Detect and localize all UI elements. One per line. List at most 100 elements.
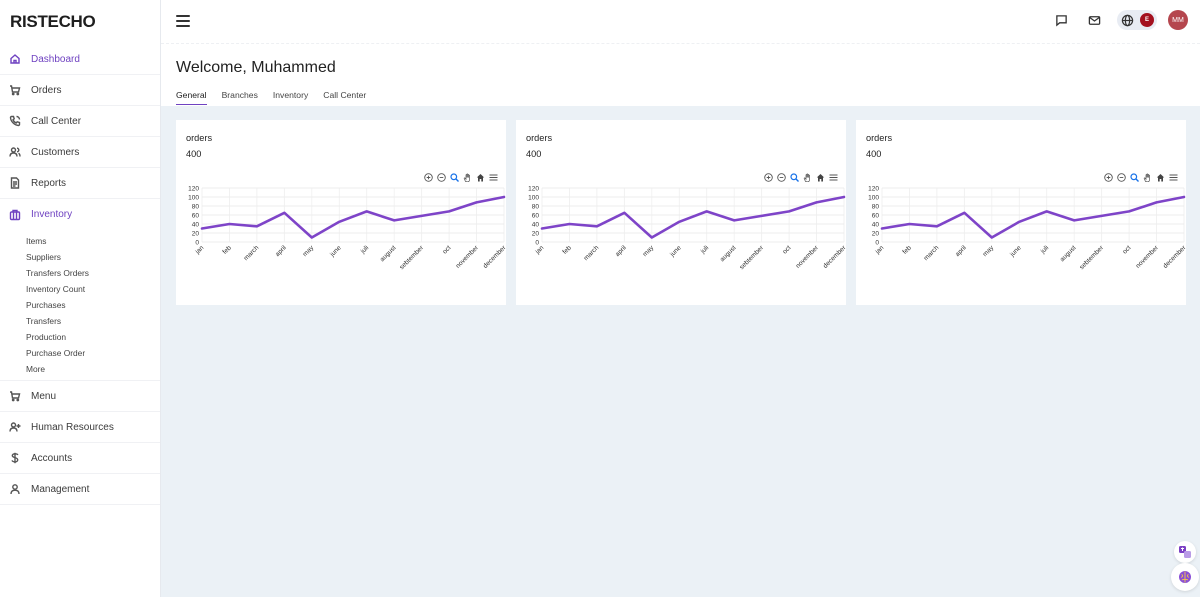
y-tick-label: 120 [528,185,539,192]
y-tick-label: 60 [872,212,880,219]
data-point [365,210,368,213]
x-tick-label: december [1162,244,1186,270]
pan-hand-icon[interactable] [461,172,474,183]
data-point [393,219,395,222]
tab-branches[interactable]: Branches [221,90,258,100]
y-tick-label: 100 [528,194,539,201]
data-point [843,196,845,198]
card-value: 400 [526,149,542,159]
submenu-item-transfers-orders[interactable]: Transfers Orders [26,268,89,278]
zoom-out-icon[interactable] [1115,172,1128,183]
data-point [420,215,423,217]
chat-icon[interactable] [1052,11,1070,29]
x-tick-label: august [1059,244,1078,263]
sidebar-item-label: Accounts [31,452,73,464]
sidebar-item-menu[interactable]: Menu [0,381,160,412]
y-tick-label: 120 [868,185,879,192]
sidebar-item-customers[interactable]: Customers [0,137,160,168]
submenu-item-more[interactable]: More [26,364,46,374]
brain-icon[interactable] [1171,563,1199,591]
pan-hand-icon[interactable] [1141,172,1154,183]
y-tick-label: 80 [532,203,540,210]
submenu-item-inventory-count[interactable]: Inventory Count [26,284,86,294]
card-value: 400 [186,149,202,159]
data-point [705,210,708,213]
x-tick-label: november [1135,244,1161,270]
data-point [963,211,966,214]
data-point [1018,220,1021,223]
card-title: orders [526,133,553,143]
zoom-in-icon[interactable] [1102,172,1115,183]
zoom-out-icon[interactable] [435,172,448,183]
x-tick-label: sebtember [738,244,765,271]
data-point [228,223,231,225]
sidebar-item-label: Management [31,483,90,495]
mail-icon[interactable] [1085,11,1103,29]
sidebar-item-label: Human Resources [31,421,114,433]
menu-icon[interactable] [487,172,500,183]
language-switcher[interactable]: E [1117,10,1157,30]
sidebar-item-reports[interactable]: Reports [0,168,160,199]
tab-inventory[interactable]: Inventory [272,90,309,100]
data-point [338,220,341,223]
user-avatar[interactable]: MM [1168,10,1188,30]
reset-home-icon[interactable] [474,172,487,183]
reset-home-icon[interactable] [814,172,827,183]
menu-icon[interactable] [827,172,840,183]
data-point [881,227,883,230]
zoom-out-icon[interactable] [775,172,788,183]
submenu-item-purchases[interactable]: Purchases [26,300,66,310]
y-tick-label: 100 [188,194,199,201]
sidebar-item-label: Menu [31,390,57,402]
x-tick-label: sebtember [398,244,425,271]
dashboard-main: orders 400 0 20 40 60 80 100 120 jan feb march april… [161,106,1200,597]
submenu-item-suppliers[interactable]: Suppliers [26,252,61,262]
data-point [815,201,818,204]
x-tick-label: may [982,244,996,258]
x-tick-label: march [923,244,941,262]
sidebar-item-label: Call Center [31,115,82,127]
x-tick-label: feb [222,244,234,256]
series-line [200,195,506,239]
magnifier-icon[interactable] [448,172,461,183]
sidebar-item-orders[interactable]: Orders [0,75,160,106]
data-point [1183,196,1185,198]
pan-hand-icon[interactable] [801,172,814,183]
brand-logo[interactable]: R ISTECHO [8,12,96,31]
zoom-in-icon[interactable] [762,172,775,183]
x-tick-label: august [379,244,398,263]
sidebar-item-dashboard[interactable]: Dashboard [0,44,160,75]
x-tick-label: november [455,244,481,270]
y-tick-label: 80 [192,203,200,210]
magnifier-icon[interactable] [788,172,801,183]
sidebar-item-management[interactable]: Management [0,474,160,505]
submenu-item-transfers[interactable]: Transfers [26,316,62,326]
translate-icon[interactable] [1174,541,1196,563]
submenu-item-items[interactable]: Items [26,236,47,246]
y-tick-label: 0 [535,239,539,246]
hamburger-menu-icon[interactable] [176,15,190,27]
sidebar-item-inventory[interactable]: Inventory [0,199,160,230]
tab-general[interactable]: General [176,90,207,105]
sidebar-item-call-center[interactable]: Call Center [0,106,160,137]
reset-home-icon[interactable] [1154,172,1167,183]
y-tick-label: 40 [872,221,880,228]
card-title: orders [186,133,213,143]
sidebar: R ISTECHO Dashboard Orders Call Center Cu… [0,0,161,597]
header-actions: E MM [1037,10,1188,30]
submenu-item-purchase-order[interactable]: Purchase Order [26,348,86,358]
menu-icon[interactable] [1167,172,1180,183]
data-point [596,225,598,228]
data-point [283,211,286,214]
sidebar-item-accounts[interactable]: Accounts [0,443,160,474]
tab-call-center[interactable]: Call Center [323,90,367,100]
chart-toolbar [422,172,500,183]
submenu-item-production[interactable]: Production [26,332,67,342]
language-badge: E [1140,13,1154,27]
sidebar-item-human-resources[interactable]: Human Resources [0,412,160,443]
magnifier-icon[interactable] [1128,172,1141,183]
data-point [678,220,681,223]
zoom-in-icon[interactable] [422,172,435,183]
box-icon [8,208,22,222]
